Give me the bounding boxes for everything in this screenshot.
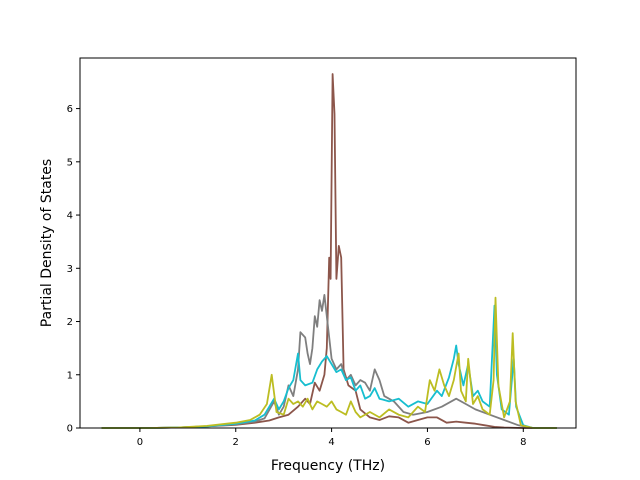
series-line-4 — [101, 296, 557, 429]
y-tick-label: 2 — [67, 317, 73, 328]
series-layer — [101, 73, 557, 429]
y-tick-label: 6 — [67, 104, 73, 115]
plot-area — [79, 57, 577, 429]
y-tick-label: 3 — [67, 264, 73, 275]
plot-frame — [79, 57, 577, 429]
y-tick-label: 1 — [67, 370, 73, 381]
x-axis-ticks: 0 2 4 6 8 — [137, 428, 526, 448]
series-line-3 — [101, 304, 557, 429]
x-tick-label: 0 — [137, 437, 143, 448]
y-tick-label: 5 — [67, 157, 73, 168]
x-tick-label: 8 — [520, 437, 526, 448]
plot-background — [80, 58, 576, 428]
y-tick-label: 0 — [67, 424, 73, 435]
y-axis-ticks: 0 1 2 3 4 5 6 — [67, 104, 80, 435]
x-tick-label: 6 — [424, 437, 430, 448]
series-line-1 — [101, 73, 557, 429]
y-axis-label: Partial Density of States — [39, 159, 55, 327]
x-tick-label: 2 — [233, 437, 239, 448]
x-axis-label: Frequency (THz) — [271, 458, 385, 474]
y-tick-label: 4 — [67, 211, 73, 222]
x-tick-label: 4 — [328, 437, 334, 448]
